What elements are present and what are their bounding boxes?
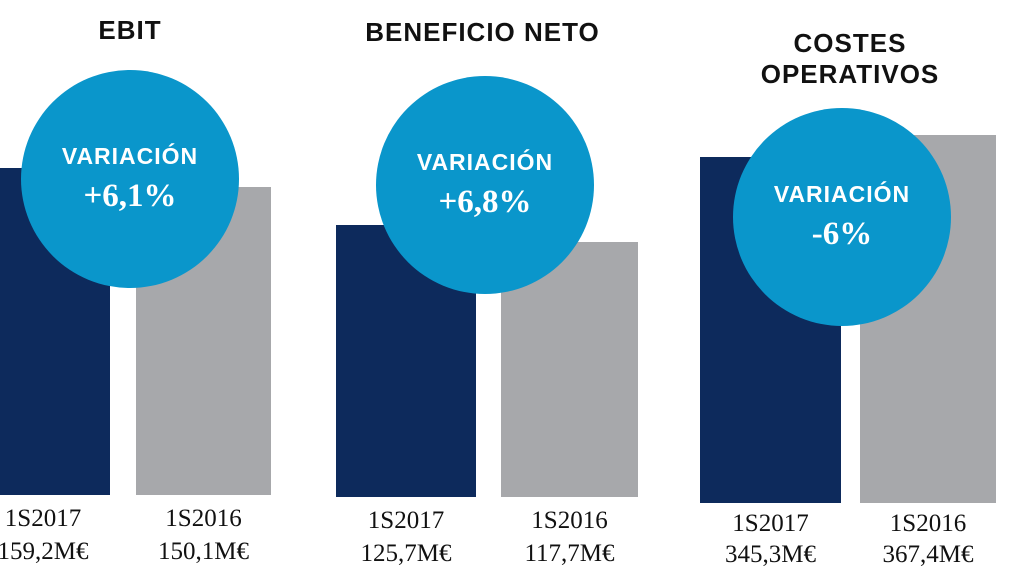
category-label: 1S2017 xyxy=(732,510,809,537)
variation-badge-value: +6,1% xyxy=(83,178,177,214)
variation-badge-title: VARIACIÓN xyxy=(773,181,911,207)
variation-badge-title: VARIACIÓN xyxy=(61,143,199,169)
variation-badge-value: -6% xyxy=(811,216,873,252)
category-label: 1S2017 xyxy=(367,507,445,534)
variation-badge: VARIACIÓN -6% xyxy=(733,108,951,326)
value-label: 345,3M€ xyxy=(725,541,816,568)
category-label: 1S2016 xyxy=(165,505,242,532)
chart-panel-ebit: EBIT VARIACIÓN +6,1% 1S2017 159,2M€ 1S20… xyxy=(0,0,300,576)
value-label: 367,4M€ xyxy=(882,541,974,568)
value-label: 150,1M€ xyxy=(158,538,249,565)
variation-badge: VARIACIÓN +6,1% xyxy=(21,70,239,288)
chart-title: BENEFICIO NETO xyxy=(365,17,600,47)
chart-panel-costes-operativos: COSTES OPERATIVOS VARIACIÓN -6% 1S2017 3… xyxy=(690,0,1010,576)
category-label: 1S2016 xyxy=(889,510,967,537)
variation-badge-value: +6,8% xyxy=(438,184,532,220)
variation-badge-title: VARIACIÓN xyxy=(416,149,554,175)
value-label: 159,2M€ xyxy=(0,538,89,565)
variation-badge: VARIACIÓN +6,8% xyxy=(376,76,594,294)
chart-title: COSTES OPERATIVOS xyxy=(760,28,940,89)
category-label: 1S2017 xyxy=(4,505,82,532)
chart-panel-beneficio-neto: BENEFICIO NETO VARIACIÓN +6,8% 1S2017 12… xyxy=(320,0,660,576)
value-label: 117,7M€ xyxy=(524,540,615,567)
value-label: 125,7M€ xyxy=(360,540,452,567)
category-label: 1S2016 xyxy=(531,507,608,534)
chart-title: EBIT xyxy=(98,15,162,45)
